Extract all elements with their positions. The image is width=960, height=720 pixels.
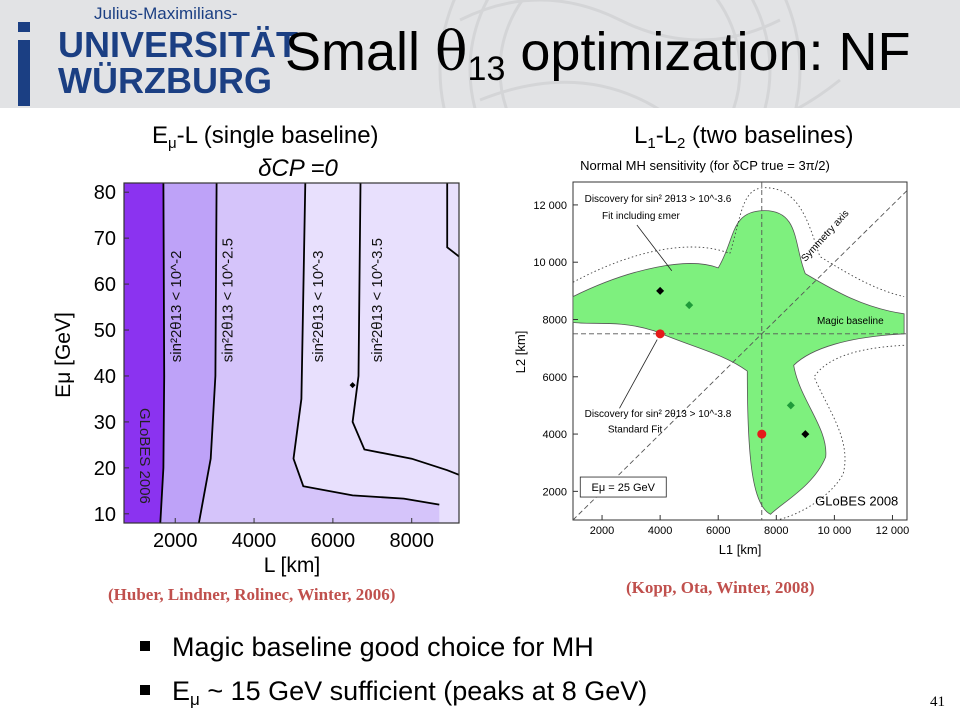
left-caption-suffix: -L (single baseline): [176, 122, 379, 149]
right-caption-a: L: [634, 122, 648, 149]
left-plot-marker: [349, 382, 356, 389]
right-arrow-upper: [636, 224, 673, 272]
right-caption: L1-L2 (two baselines): [634, 122, 853, 152]
bullet-suffix: ~ 15 GeV sufficient (peaks at 8 GeV): [199, 676, 648, 706]
right-annotation-3: Magic baseline: [817, 316, 884, 327]
left-contour-line-3: [351, 182, 460, 476]
right-xtick-label: 6000: [706, 525, 730, 537]
right-xtick-label: 4000: [648, 525, 672, 537]
right-caption-a-sub: 1: [647, 135, 656, 152]
left-ytick-label: 40: [94, 366, 116, 388]
left-caption: Eμ-L (single baseline): [152, 122, 379, 152]
right-sensitivity-plot: Normal MH sensitivity (for δCP true = 3π…: [513, 158, 910, 557]
title-symbol: θ: [435, 20, 468, 83]
logo-line-1: UNIVERSITÄT: [58, 24, 299, 65]
left-region-0: [124, 183, 165, 523]
right-plot-title: Normal MH sensitivity (for δCP true = 3π…: [580, 158, 830, 173]
left-contour-line-1: [198, 182, 218, 524]
left-region-label-0: sin²2θ13 < 10^-2: [168, 250, 185, 362]
right-ytick-label: 8000: [543, 314, 567, 326]
left-plot-xlabel: L [km]: [264, 554, 320, 577]
left-contour-plot: δCP =0 sin²2θ13 < 10^-2 sin²2θ13 < 10^-2.…: [52, 155, 460, 577]
right-arrow-lower: [619, 339, 658, 409]
bullet-item-energy: Eμ ~ 15 GeV sufficient (peaks at 8 GeV): [140, 676, 647, 720]
symmetry-axis-line: [572, 190, 908, 521]
left-contour-line-4: [446, 183, 460, 258]
right-energy-box: [579, 476, 667, 498]
right-energy-label: Eμ = 25 GeV: [592, 482, 656, 494]
header-band: Julius-Maximilians- UNIVERSITÄT WÜRZBURG…: [0, 0, 960, 108]
right-annotation-0: Discovery for sin² 2θ13 > 10^-3.6: [585, 194, 732, 205]
right-caption-suffix: (two baselines): [685, 122, 854, 149]
right-point-2: [655, 329, 665, 339]
bullet-sub: μ: [190, 690, 200, 709]
right-ytick-label: 10 000: [533, 257, 567, 269]
right-ytick-label: 4000: [543, 429, 567, 441]
left-ytick-label: 70: [94, 228, 116, 250]
right-plot-ylabel: L2 [km]: [513, 331, 528, 374]
right-outer-contour: [572, 187, 905, 521]
university-logo: Julius-Maximilians- UNIVERSITÄT WÜRZBURG: [18, 2, 298, 106]
left-ytick-label: 10: [94, 504, 116, 526]
right-annotation-5: Standard Fit: [608, 425, 663, 436]
left-region-label-3: sin²2θ13 < 10^-3.5: [369, 238, 386, 362]
left-ytick-label: 20: [94, 458, 116, 480]
right-point-4: [757, 429, 767, 439]
bullet-text: Magic baseline good choice for MH: [172, 632, 594, 662]
left-xtick-label: 8000: [389, 530, 434, 552]
left-xtick-label: 6000: [311, 530, 356, 552]
right-annotation-1: Fit including εmer: [602, 211, 680, 222]
left-plot-ylabel: Eμ [GeV]: [52, 312, 75, 398]
seal-watermark: [438, 0, 841, 108]
title-suffix: optimization: NF: [505, 22, 911, 82]
left-ytick-label: 60: [94, 274, 116, 296]
right-point-3: [786, 401, 795, 410]
right-point-5: [801, 430, 810, 439]
left-region-label-1: sin²2θ13 < 10^-2.5: [219, 238, 236, 362]
bullet-square-icon: [140, 640, 150, 651]
right-plot-xlabel: L1 [km]: [719, 542, 762, 557]
left-caption-prefix: E: [152, 122, 169, 149]
title-prefix: Small: [285, 22, 436, 82]
right-ytick-label: 12 000: [533, 200, 567, 212]
left-ytick-label: 30: [94, 412, 116, 434]
left-contour-line-2: [292, 182, 440, 506]
right-xtick-label: 2000: [590, 525, 614, 537]
bullet-item-magic-baseline: Magic baseline good choice for MH: [140, 632, 647, 676]
right-point-0: [656, 286, 665, 295]
left-reference: (Huber, Lindner, Rolinec, Winter, 2006): [108, 585, 396, 604]
right-ytick-label: 2000: [543, 486, 567, 498]
left-xtick-label: 4000: [232, 530, 277, 552]
bullet-prefix: E: [172, 676, 191, 706]
right-xtick-label: 10 000: [818, 525, 852, 537]
right-sensitivity-region: [572, 210, 905, 515]
right-point-1: [685, 301, 694, 310]
left-region-label-2: sin²2θ13 < 10^-3: [310, 250, 327, 362]
right-xtick-label: 8000: [764, 525, 788, 537]
logo-line-0: Julius-Maximilians-: [94, 4, 238, 23]
left-xtick-label: 2000: [153, 530, 198, 552]
right-annotation-4: Discovery for sin² 2θ13 > 10^-3.8: [585, 409, 732, 420]
left-caption-sub: μ: [168, 135, 177, 152]
logo-mark-top: [18, 22, 30, 32]
right-ytick-label: 6000: [543, 372, 567, 384]
right-caption-mid: -L: [655, 122, 678, 149]
right-xtick-label: 12 000: [876, 525, 910, 537]
left-ytick-label: 50: [94, 320, 116, 342]
left-plot-title: δCP =0: [258, 155, 338, 182]
right-globes-label: GLoBES 2008: [815, 494, 898, 509]
right-reference: (Kopp, Ota, Winter, 2008): [626, 578, 815, 597]
bullet-square-icon: [140, 684, 150, 695]
left-contour-line-0: [159, 182, 166, 524]
title-sub: 13: [467, 50, 506, 88]
left-ytick-label: 80: [94, 182, 116, 204]
logo-mark: [18, 40, 30, 106]
left-plot-frame: [123, 182, 460, 524]
bullet-list: Magic baseline good choice for MH Eμ ~ 1…: [140, 632, 647, 720]
page-number: 41: [930, 694, 945, 710]
slide-title: Small θ13 optimization: NF: [285, 20, 911, 89]
left-plot-watermark: GLoBES 2006: [136, 408, 153, 504]
logo-line-2: WÜRZBURG: [58, 60, 272, 101]
right-caption-b-sub: 2: [677, 135, 686, 152]
